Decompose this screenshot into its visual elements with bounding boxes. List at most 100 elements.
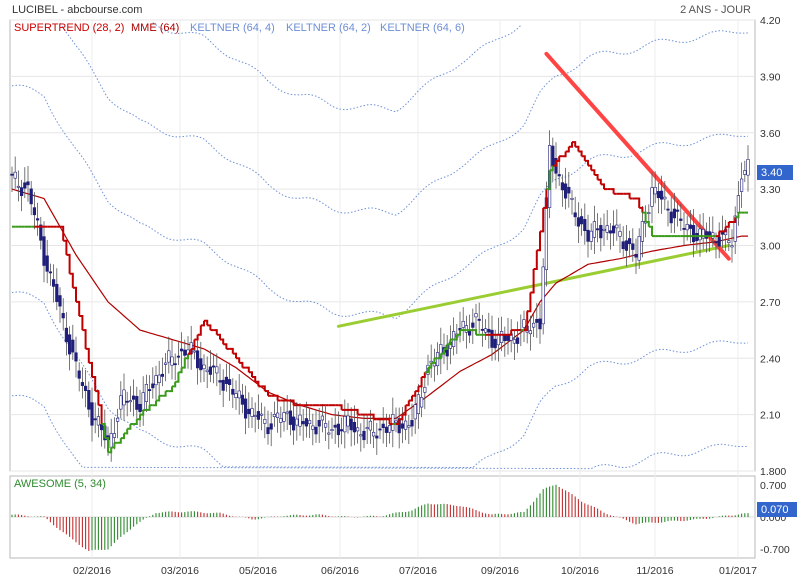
price-bar-body: [656, 191, 660, 199]
supertrend-segment: [200, 320, 205, 327]
supertrend-segment: [146, 405, 151, 411]
supertrend-segment: [636, 197, 641, 208]
supertrend-segment: [133, 419, 138, 425]
supertrend-segment: [236, 357, 241, 363]
price-bar-body: [423, 387, 427, 393]
supertrend-segment: [396, 419, 401, 425]
supertrend-segment: [181, 358, 186, 369]
period-label: 2 ANS - JOUR: [680, 4, 751, 16]
supertrend-segment: [117, 438, 122, 444]
supertrend-segment: [725, 222, 730, 228]
price-bar-body: [493, 338, 497, 349]
price-bar-body: [717, 236, 721, 247]
x-tick-label: 07/2016: [399, 565, 437, 577]
price-bar-body: [634, 254, 638, 258]
price-bar-body: [503, 335, 507, 342]
price-bar-body: [640, 221, 644, 242]
price-bar-body: [93, 418, 97, 421]
price-bar-body: [154, 375, 158, 386]
price-bar-body: [739, 178, 744, 192]
price-bar-body: [323, 423, 328, 428]
price-bar-body: [77, 370, 81, 379]
price-bar-body: [538, 318, 542, 330]
price-bar-body: [515, 337, 520, 344]
price-bar-body: [394, 420, 398, 423]
price-bar-body: [599, 225, 603, 239]
price-bar-body: [295, 418, 299, 426]
price-bar-body: [64, 327, 68, 343]
price-bar-body: [576, 217, 580, 227]
price-bar-body: [317, 420, 321, 427]
y-tick-label: 3.60: [760, 128, 781, 140]
price-bar-body: [51, 279, 56, 287]
supertrend-segment: [472, 329, 477, 335]
price-bar-body: [371, 431, 376, 437]
price-bar-body: [743, 170, 747, 175]
price-bar-body: [586, 229, 590, 242]
price-bar-body: [240, 394, 245, 405]
price-bar-body: [391, 414, 395, 431]
price-bar-body: [579, 216, 584, 225]
price-bar-body: [100, 424, 104, 431]
price-bar-body: [291, 416, 296, 431]
legend-keltner-2: KELTNER (64, 2): [286, 22, 371, 34]
price-bar-body: [285, 411, 289, 414]
price-bar-body: [343, 416, 347, 433]
price-bar-body: [231, 388, 235, 395]
price-bar-body: [483, 328, 488, 333]
supertrend-segment: [645, 221, 650, 227]
price-bar-body: [180, 348, 184, 352]
price-bar-body: [160, 373, 165, 377]
supertrend-segment: [220, 338, 225, 345]
supertrend-segment: [60, 225, 65, 241]
price-bar-body: [167, 350, 171, 363]
price-bar-body: [259, 413, 264, 416]
price-bar-body: [618, 231, 622, 237]
supertrend-segment: [588, 164, 593, 171]
price-bar-body: [320, 415, 325, 421]
price-bar-body: [727, 240, 731, 243]
supertrend-segment: [543, 189, 548, 209]
price-bar-body: [244, 398, 248, 419]
price-bar-body: [29, 188, 33, 205]
price-bar-body: [266, 427, 270, 435]
price-bar-body: [58, 295, 62, 307]
price-bar-body: [304, 418, 309, 427]
price-bar-body: [224, 376, 229, 384]
supertrend-segment: [408, 395, 413, 402]
price-bar-body: [275, 412, 280, 418]
supertrend-segment: [95, 390, 100, 406]
price-bar-body: [122, 389, 126, 406]
price-bar-body: [330, 429, 334, 431]
price-bar-body: [346, 415, 350, 427]
price-bar-body: [26, 181, 30, 186]
osc-y-tick-label: 0.700: [760, 480, 786, 492]
price-bar-body: [477, 318, 481, 321]
supertrend-segment: [508, 330, 513, 336]
supertrend-segment: [428, 362, 433, 369]
supertrend-segment: [581, 155, 586, 161]
supertrend-segment: [338, 404, 343, 410]
supertrend-segment: [600, 183, 605, 190]
supertrend-segment: [440, 348, 445, 355]
price-bar-body: [301, 421, 305, 425]
price-bar-body: [112, 433, 116, 438]
legend-mme: MME (64): [131, 22, 179, 34]
y-tick-label: 3.90: [760, 71, 781, 83]
supertrend-segment: [156, 395, 161, 402]
price-bar-body: [298, 414, 302, 427]
price-bar-body: [119, 395, 123, 410]
supertrend-segment: [168, 386, 173, 393]
price-bar-body: [416, 394, 421, 414]
price-bar-body: [71, 339, 75, 353]
oscillator-title: AWESOME (5, 34): [14, 478, 106, 490]
price-bar-body: [13, 171, 17, 179]
price-bar-body: [218, 380, 222, 383]
keltner-band-line: [11, 291, 749, 469]
price-bar-body: [183, 349, 187, 356]
price-bar-body: [202, 364, 206, 370]
supertrend-segment: [232, 352, 237, 359]
supertrend-segment: [204, 319, 209, 326]
price-bar-body: [138, 403, 142, 413]
supertrend-segment: [716, 231, 721, 238]
